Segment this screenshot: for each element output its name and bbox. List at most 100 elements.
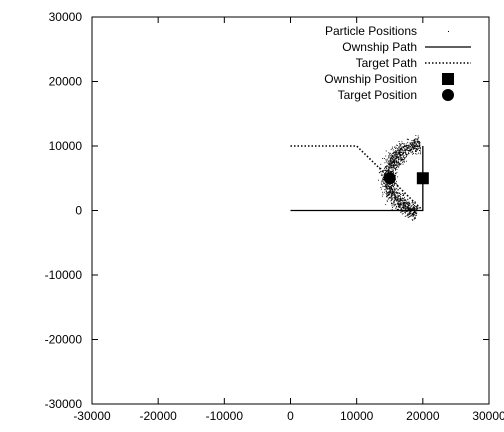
particle-point: [392, 192, 394, 194]
particle-point: [412, 204, 414, 205]
particle-point: [393, 190, 395, 192]
particle-point: [391, 188, 393, 190]
particle-point: [412, 202, 414, 204]
particle-point: [401, 141, 403, 143]
particle-point: [396, 199, 397, 201]
particle-point: [387, 165, 389, 167]
particle-point: [412, 212, 414, 214]
particle-point: [396, 199, 398, 201]
particle-point: [408, 202, 410, 203]
particle-point: [412, 144, 414, 146]
particle-point: [409, 147, 411, 149]
particle-point: [416, 148, 418, 150]
particle-point: [391, 171, 393, 173]
particle-point: [390, 165, 392, 167]
particle-point: [404, 207, 406, 209]
particle-point: [394, 152, 396, 154]
particle-point: [388, 197, 390, 199]
particle-point: [400, 143, 402, 145]
particle-point: [407, 210, 409, 212]
particle-point: [391, 162, 393, 164]
particle-point: [409, 148, 411, 150]
particle-point: [406, 149, 407, 151]
particle-point: [413, 141, 415, 143]
x-tick-label: -10000: [206, 409, 244, 423]
particle-point: [399, 200, 400, 202]
particle-point: [399, 205, 401, 207]
particle-point: [390, 188, 392, 189]
particle-point: [404, 208, 406, 210]
particle-point: [401, 149, 403, 151]
particle-point: [389, 162, 391, 164]
particle-point: [417, 206, 419, 208]
particle-point: [382, 157, 384, 159]
particle-point: [412, 215, 414, 217]
particle-point: [416, 144, 418, 146]
particle-point: [411, 209, 413, 211]
particle-point: [392, 155, 394, 157]
particle-point: [399, 200, 401, 202]
particle-point: [394, 200, 396, 202]
particle-point: [396, 162, 398, 164]
legend-label: Particle Positions: [325, 24, 417, 38]
particle-point: [392, 167, 394, 169]
particle-point: [419, 141, 420, 142]
particle-point: [403, 193, 405, 195]
particle-point: [394, 204, 396, 206]
particle-point: [400, 149, 402, 151]
particle-point: [408, 203, 410, 205]
particle-point: [409, 145, 411, 147]
particle-point: [393, 151, 395, 153]
particle-point: [382, 171, 384, 173]
particle-point: [407, 207, 408, 209]
particle-point: [402, 147, 404, 149]
particle-point: [395, 207, 397, 209]
particle-point: [417, 137, 419, 139]
particle-point: [400, 203, 402, 205]
y-tick-label: -10000: [45, 268, 83, 282]
particle-point: [391, 162, 392, 164]
particle-point: [404, 150, 406, 152]
particle-point: [399, 143, 400, 145]
particle-point: [417, 149, 419, 150]
particle-point: [400, 204, 402, 205]
particle-point: [397, 151, 399, 153]
particle-point: [394, 155, 396, 157]
y-tick-label: 20000: [49, 75, 83, 89]
particle-point: [392, 166, 394, 168]
particle-point: [394, 168, 396, 170]
particle-point: [382, 175, 384, 177]
particle-point: [396, 183, 397, 185]
particle-point: [408, 145, 409, 147]
particle-point: [395, 207, 397, 209]
particle-point: [395, 151, 397, 153]
particle-point: [419, 148, 421, 150]
target-path-line: [290, 145, 424, 212]
particle-point: [387, 166, 389, 168]
particle-point: [396, 200, 398, 201]
particle-point: [378, 179, 379, 181]
particle-point: [412, 147, 414, 149]
particle-point: [389, 186, 391, 188]
particle-point: [381, 180, 383, 181]
particle-point: [401, 207, 402, 209]
particle-point: [385, 159, 387, 161]
particle-point: [416, 141, 418, 143]
particle-point: [397, 162, 399, 164]
particle-point: [383, 186, 385, 187]
particle-point: [410, 209, 412, 211]
particle-point: [390, 160, 392, 162]
particle-point: [410, 149, 412, 151]
particle-point: [389, 154, 391, 156]
particle-point: [391, 164, 393, 166]
particle-point: [411, 219, 413, 220]
particle-point: [383, 169, 385, 171]
particle-point: [393, 197, 395, 199]
particle-point: [388, 193, 390, 195]
particle-point: [394, 161, 396, 163]
particle-point: [390, 193, 392, 195]
particle-point: [382, 185, 384, 187]
particle-point: [397, 152, 399, 154]
particle-point: [396, 171, 398, 173]
particle-point: [406, 207, 408, 209]
